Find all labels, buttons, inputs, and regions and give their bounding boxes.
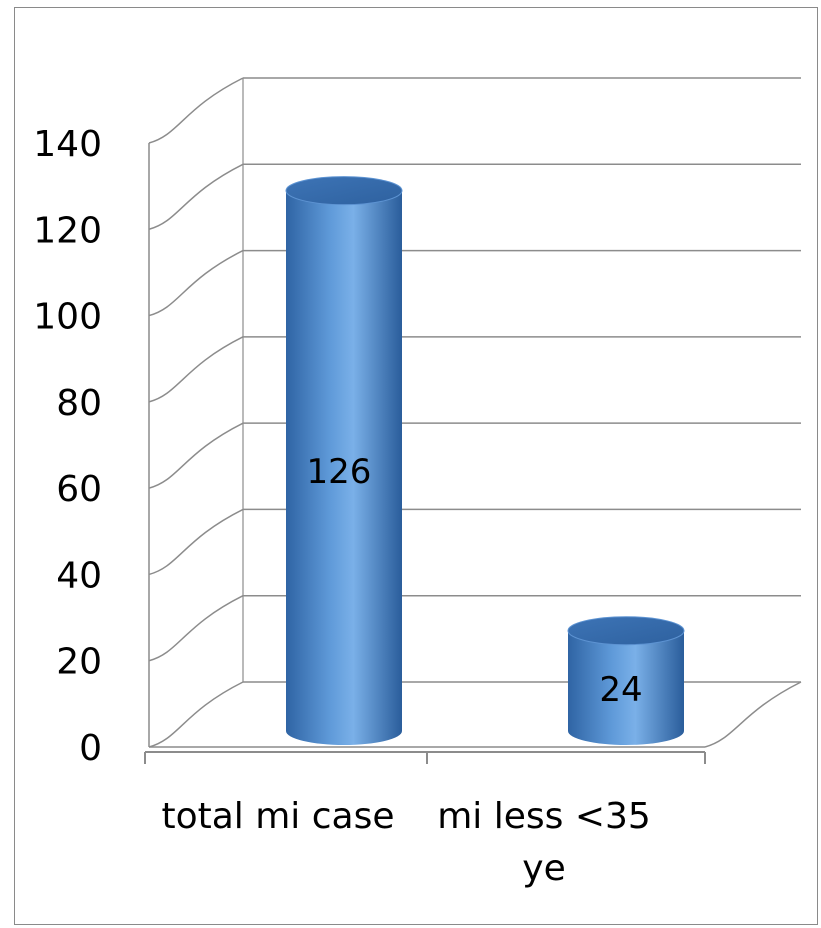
bar-layer <box>285 176 685 745</box>
gridline-side <box>148 422 244 489</box>
y-tick-label: 120 <box>33 210 102 251</box>
bar-top <box>567 616 685 646</box>
y-tick-label: 60 <box>56 469 102 510</box>
y-tick-label: 140 <box>33 124 102 165</box>
y-tick-label: 80 <box>56 383 102 424</box>
y-tick-label: 20 <box>56 642 102 683</box>
gridline-side <box>148 595 244 662</box>
bar-body <box>568 630 684 745</box>
bar <box>285 176 403 745</box>
floor-right-edge <box>704 681 802 748</box>
label-layer: 0 20 40 60 80 100 120 140 126 24 total mi case mi l… <box>33 124 651 889</box>
gridline-side <box>148 681 244 748</box>
x-tick-label: total mi case <box>161 796 394 837</box>
data-label: 126 <box>307 452 372 492</box>
data-label: 24 <box>599 670 642 710</box>
gridline-side <box>148 249 244 317</box>
bar-body <box>286 190 402 745</box>
y-tick-label: 40 <box>56 555 102 596</box>
y-tick-label: 100 <box>33 297 102 338</box>
gridline-side <box>148 77 244 144</box>
bar <box>567 616 685 745</box>
x-tick-label: mi less <35 ye <box>437 796 651 889</box>
gridline-side <box>148 163 244 231</box>
bar-top <box>285 176 403 206</box>
gridline-side <box>148 508 244 576</box>
axis-layer <box>144 78 802 764</box>
grid-layer <box>148 77 801 748</box>
chart-frame <box>14 7 818 925</box>
gridline-side <box>148 336 244 403</box>
y-tick-label: 0 <box>79 728 102 769</box>
